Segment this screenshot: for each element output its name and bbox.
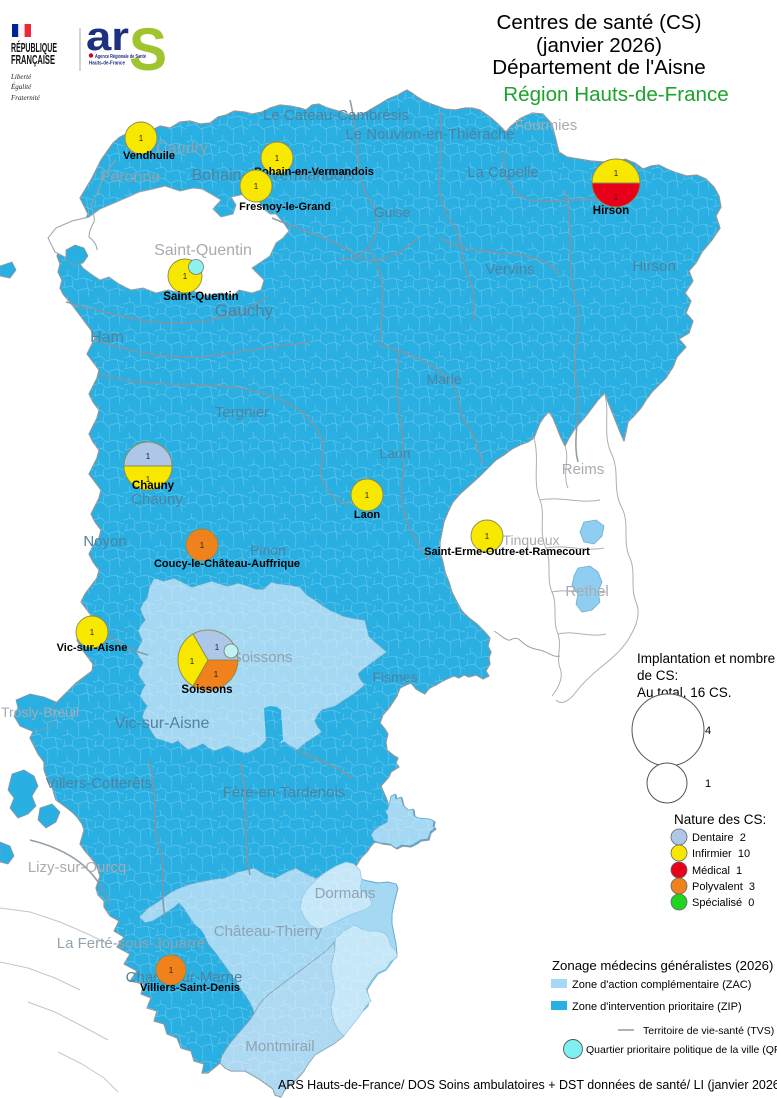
svg-text:Soissons: Soissons — [181, 684, 232, 696]
svg-text:Bohain-en-Vermandois: Bohain-en-Vermandois — [254, 166, 374, 178]
svg-text:Vendhuile: Vendhuile — [123, 150, 175, 162]
svg-text:Fraternité: Fraternité — [10, 94, 41, 102]
svg-text:Vervins: Vervins — [485, 261, 534, 278]
svg-text:1: 1 — [190, 657, 195, 666]
svg-text:ar: ar — [86, 15, 129, 59]
svg-text:Infirmier 10: Infirmier 10 — [692, 848, 750, 860]
svg-text:Agence Régionale de Santé: Agence Régionale de Santé — [95, 54, 146, 60]
svg-text:Égalité: Égalité — [10, 83, 32, 91]
svg-text:Hauts-de-France: Hauts-de-France — [89, 61, 125, 67]
svg-text:RÉPUBLIQUE: RÉPUBLIQUE — [11, 40, 57, 55]
svg-text:Chauny: Chauny — [131, 491, 183, 508]
svg-text:Ham: Ham — [90, 329, 124, 346]
svg-text:Liberté: Liberté — [10, 73, 32, 81]
svg-text:Reims: Reims — [562, 461, 605, 478]
svg-text:1: 1 — [183, 272, 188, 281]
svg-text:ARS Hauts-de-France/ DOS Soins: ARS Hauts-de-France/ DOS Soins ambulatoi… — [278, 1078, 777, 1092]
svg-text:Polyvalent 3: Polyvalent 3 — [692, 881, 755, 893]
svg-text:1: 1 — [90, 628, 95, 637]
svg-text:Fère-en-Tardenois: Fère-en-Tardenois — [223, 784, 346, 801]
svg-text:Chauny: Chauny — [132, 480, 175, 492]
svg-text:1: 1 — [215, 643, 220, 652]
svg-text:Marle: Marle — [426, 371, 461, 387]
svg-text:1: 1 — [705, 778, 711, 790]
svg-text:Dormans: Dormans — [315, 885, 376, 902]
svg-text:Territoire de vie-santé (TVS): Territoire de vie-santé (TVS) — [643, 1025, 774, 1037]
svg-text:Laon: Laon — [379, 445, 410, 461]
svg-text:Rethel: Rethel — [565, 583, 608, 600]
svg-text:Tinqueux: Tinqueux — [502, 532, 559, 548]
svg-text:Trosly-Breuil: Trosly-Breuil — [1, 704, 79, 720]
svg-text:Guise: Guise — [374, 204, 411, 220]
svg-text:Villiers-Saint-Denis: Villiers-Saint-Denis — [140, 982, 240, 994]
svg-text:Fourmies: Fourmies — [515, 117, 578, 134]
svg-text:1: 1 — [214, 670, 219, 679]
svg-text:Hirson: Hirson — [632, 258, 675, 275]
svg-text:Tergnier: Tergnier — [215, 404, 269, 421]
svg-text:Hirson: Hirson — [593, 205, 629, 217]
svg-text:Noyon: Noyon — [83, 533, 126, 550]
svg-text:1: 1 — [200, 541, 205, 550]
svg-text:S: S — [129, 16, 167, 83]
svg-text:1: 1 — [146, 452, 151, 461]
svg-text:Zone d'action complémentaire (: Zone d'action complémentaire (ZAC) — [572, 979, 751, 991]
svg-text:La Ferté-sous-Jouarre: La Ferté-sous-Jouarre — [57, 935, 205, 952]
svg-text:Vic-sur-Aisne: Vic-sur-Aisne — [115, 715, 210, 732]
svg-text:Implantation et nombre: Implantation et nombre — [637, 651, 775, 666]
svg-text:Médical 1: Médical 1 — [692, 865, 742, 877]
svg-text:1: 1 — [146, 475, 151, 484]
svg-text:4: 4 — [705, 725, 711, 737]
svg-text:Pinon: Pinon — [250, 542, 286, 558]
svg-text:Caudry: Caudry — [156, 140, 208, 157]
svg-text:Dentaire 2: Dentaire 2 — [692, 832, 746, 844]
svg-text:Lizy-sur-Ourcq: Lizy-sur-Ourcq — [28, 859, 126, 876]
svg-text:1: 1 — [139, 134, 144, 143]
svg-text:Quartier prioritaire politique: Quartier prioritaire politique de la vil… — [586, 1044, 777, 1056]
svg-text:Bohain-en-Vermandois: Bohain-en-Vermandois — [192, 167, 355, 184]
svg-text:Château-Thierry: Château-Thierry — [214, 923, 323, 940]
svg-text:Laon: Laon — [354, 509, 381, 521]
svg-text:Saint-Quentin: Saint-Quentin — [154, 242, 252, 259]
svg-text:Le Nouvion-en-Thiérache: Le Nouvion-en-Thiérache — [345, 126, 514, 143]
svg-text:La Capelle: La Capelle — [467, 164, 539, 181]
svg-text:FRANÇAISE: FRANÇAISE — [11, 53, 55, 67]
svg-text:Montmirail: Montmirail — [245, 1038, 314, 1055]
svg-text:Vic-sur-Aisne: Vic-sur-Aisne — [57, 642, 128, 654]
svg-text:Péronne: Péronne — [100, 169, 161, 186]
svg-text:Coucy-le-Château-Auffrique: Coucy-le-Château-Auffrique — [154, 558, 300, 570]
svg-text:1: 1 — [254, 182, 259, 191]
svg-text:Le Cateau-Cambrésis: Le Cateau-Cambrésis — [263, 107, 409, 124]
svg-text:Nature des CS:: Nature des CS: — [674, 812, 766, 827]
svg-text:Fismes: Fismes — [372, 669, 417, 685]
svg-text:1: 1 — [614, 193, 619, 202]
svg-text:Zonage médecins généralistes (: Zonage médecins généralistes (2026) : — [552, 958, 777, 973]
svg-text:1: 1 — [169, 966, 174, 975]
svg-text:Saint-Quentin: Saint-Quentin — [163, 291, 238, 303]
svg-text:Fresnoy-le-Grand: Fresnoy-le-Grand — [239, 201, 331, 213]
svg-text:Saint-Erme-Outre-et-Ramecourt: Saint-Erme-Outre-et-Ramecourt — [424, 546, 590, 558]
svg-text:1: 1 — [365, 491, 370, 500]
svg-text:Spécialisé 0: Spécialisé 0 — [692, 897, 754, 909]
svg-text:1: 1 — [614, 169, 619, 178]
svg-text:1: 1 — [275, 154, 280, 163]
svg-text:Villers-Cotterêts: Villers-Cotterêts — [46, 775, 152, 792]
svg-text:Soissons: Soissons — [232, 649, 293, 666]
svg-text:1: 1 — [485, 532, 490, 541]
svg-text:Zone d'intervention prioritair: Zone d'intervention prioritaire (ZIP) — [572, 1001, 742, 1013]
svg-text:de CS:: de CS: — [637, 668, 678, 683]
svg-text:Gauchy: Gauchy — [215, 301, 274, 320]
